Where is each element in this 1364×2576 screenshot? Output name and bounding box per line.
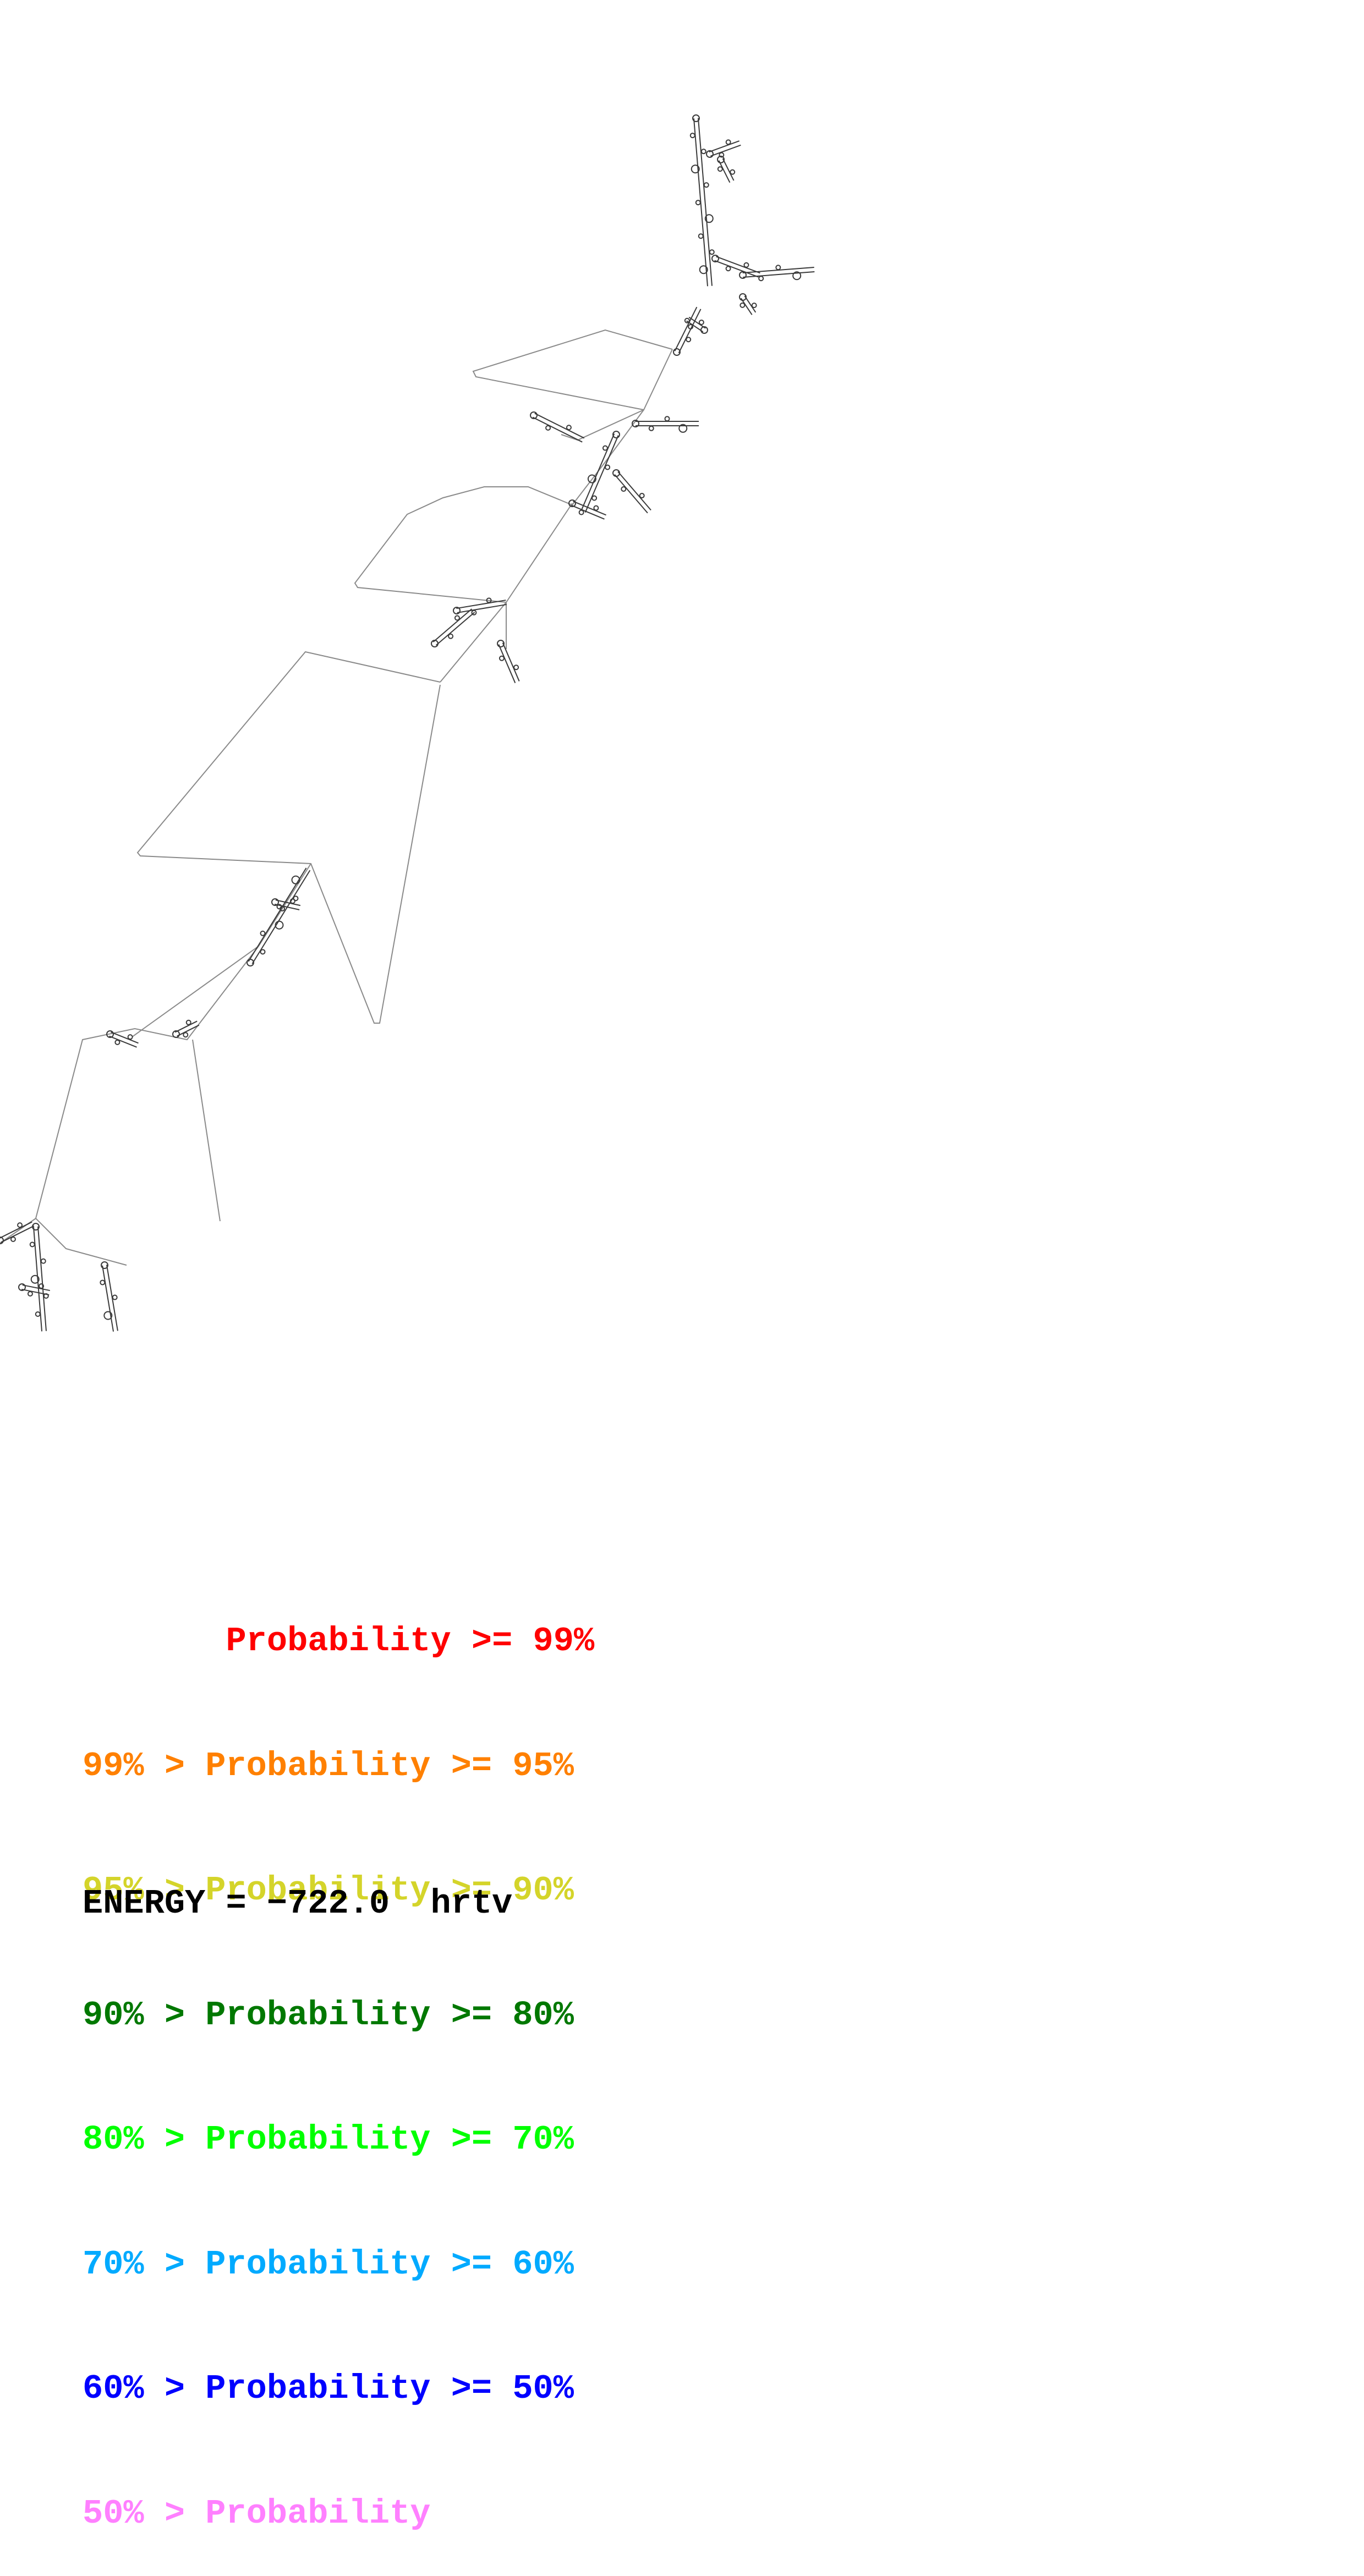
legend-row-6: 70% > Probability >= 60% [83,2244,574,2284]
helix-cluster [106,1030,139,1048]
legend-row-3: 95% > Probability >= 90% [83,1871,574,1910]
helix-cluster [717,156,736,183]
rna-secondary-structure-diagram [0,114,815,1332]
helix-cluster [18,1283,50,1297]
helix-cluster [568,499,606,520]
legend-row-2: 99% > Probability >= 95% [83,1746,574,1786]
strand-link [35,863,311,1266]
helix-cluster [172,1019,200,1038]
energy-value: −722.0 [266,1884,390,1923]
legend-row-8: 50% > Probability [83,2493,431,2533]
strand-link [354,409,644,603]
legend-row-5: 80% > Probability >= 70% [83,2120,574,2159]
helix-cluster [612,469,651,514]
helix-cluster [29,1223,49,1332]
helix-cluster [246,867,311,966]
strand-link [472,329,673,411]
legend-row-4: 90% > Probability >= 80% [83,1995,574,2035]
legend-row-1: Probability >= 99% [226,1622,595,1661]
energy-readout: ENERGY = −722.0 hrtv [83,1884,512,1923]
helix-cluster [739,265,815,282]
helix-cluster [431,608,475,647]
helix-cluster [100,1261,118,1332]
helix-cluster [706,139,741,158]
helix-cluster [739,293,757,315]
helix-cluster [632,416,699,433]
strand-link [561,409,644,441]
probability-legend: Probability >= 99% 99% > Probability >= … [83,1537,594,2576]
strand-link [192,1039,221,1222]
helix-cluster [271,898,301,911]
legend-row-7: 60% > Probability >= 50% [83,2369,574,2408]
helix-cluster [711,255,760,278]
helix-cluster [580,431,620,513]
helix-cluster [686,316,708,334]
single-strand-links [0,329,673,1266]
strand-link [132,946,259,1037]
energy-label: ENERGY = [83,1884,267,1923]
helix-cluster [530,411,585,443]
strand-link [440,602,507,683]
helix-cluster [673,306,702,356]
helix-cluster [689,114,715,287]
helix-cluster [0,1221,35,1244]
helix-cluster [453,597,507,616]
strand-link [136,651,441,1024]
helix-clusters [0,114,815,1332]
helix-cluster [497,640,520,683]
structure-name: hrtv [430,1884,513,1923]
strand-link [0,1218,36,1244]
